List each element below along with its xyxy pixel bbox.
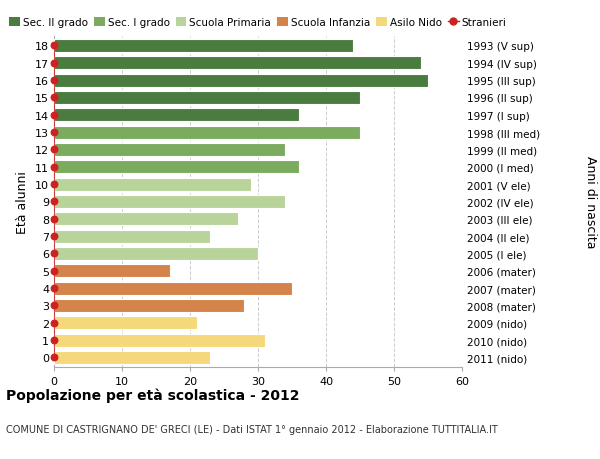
Bar: [54, 351, 211, 364]
Bar: [54, 178, 251, 191]
Point: [49, 112, 59, 119]
Point: [49, 77, 59, 84]
Bar: [54, 74, 428, 87]
Bar: [54, 196, 285, 208]
Text: Anni di nascita: Anni di nascita: [584, 156, 597, 248]
Point: [49, 181, 59, 188]
Bar: [54, 40, 353, 53]
Bar: [54, 247, 258, 260]
Bar: [54, 265, 170, 278]
Point: [49, 129, 59, 136]
Text: Popolazione per età scolastica - 2012: Popolazione per età scolastica - 2012: [6, 388, 299, 403]
Bar: [54, 92, 360, 105]
Bar: [54, 334, 265, 347]
Bar: [54, 57, 421, 70]
Text: COMUNE DI CASTRIGNANO DE' GRECI (LE) - Dati ISTAT 1° gennaio 2012 - Elaborazione: COMUNE DI CASTRIGNANO DE' GRECI (LE) - D…: [6, 425, 498, 435]
Point: [49, 146, 59, 154]
Bar: [54, 299, 244, 312]
Bar: [54, 230, 211, 243]
Point: [49, 60, 59, 67]
Bar: [54, 109, 299, 122]
Point: [49, 337, 59, 344]
Bar: [54, 144, 285, 157]
Legend: Sec. II grado, Sec. I grado, Scuola Primaria, Scuola Infanzia, Asilo Nido, Stran: Sec. II grado, Sec. I grado, Scuola Prim…: [10, 18, 506, 28]
Point: [49, 319, 59, 327]
Point: [49, 354, 59, 361]
Point: [49, 198, 59, 206]
Point: [49, 250, 59, 257]
Y-axis label: Età alunni: Età alunni: [16, 171, 29, 233]
Bar: [54, 282, 292, 295]
Bar: [54, 317, 197, 330]
Point: [49, 95, 59, 102]
Point: [49, 216, 59, 223]
Bar: [54, 161, 299, 174]
Point: [49, 164, 59, 171]
Bar: [54, 213, 238, 226]
Bar: [54, 126, 360, 139]
Point: [49, 302, 59, 309]
Point: [49, 285, 59, 292]
Point: [49, 43, 59, 50]
Point: [49, 268, 59, 275]
Point: [49, 233, 59, 240]
